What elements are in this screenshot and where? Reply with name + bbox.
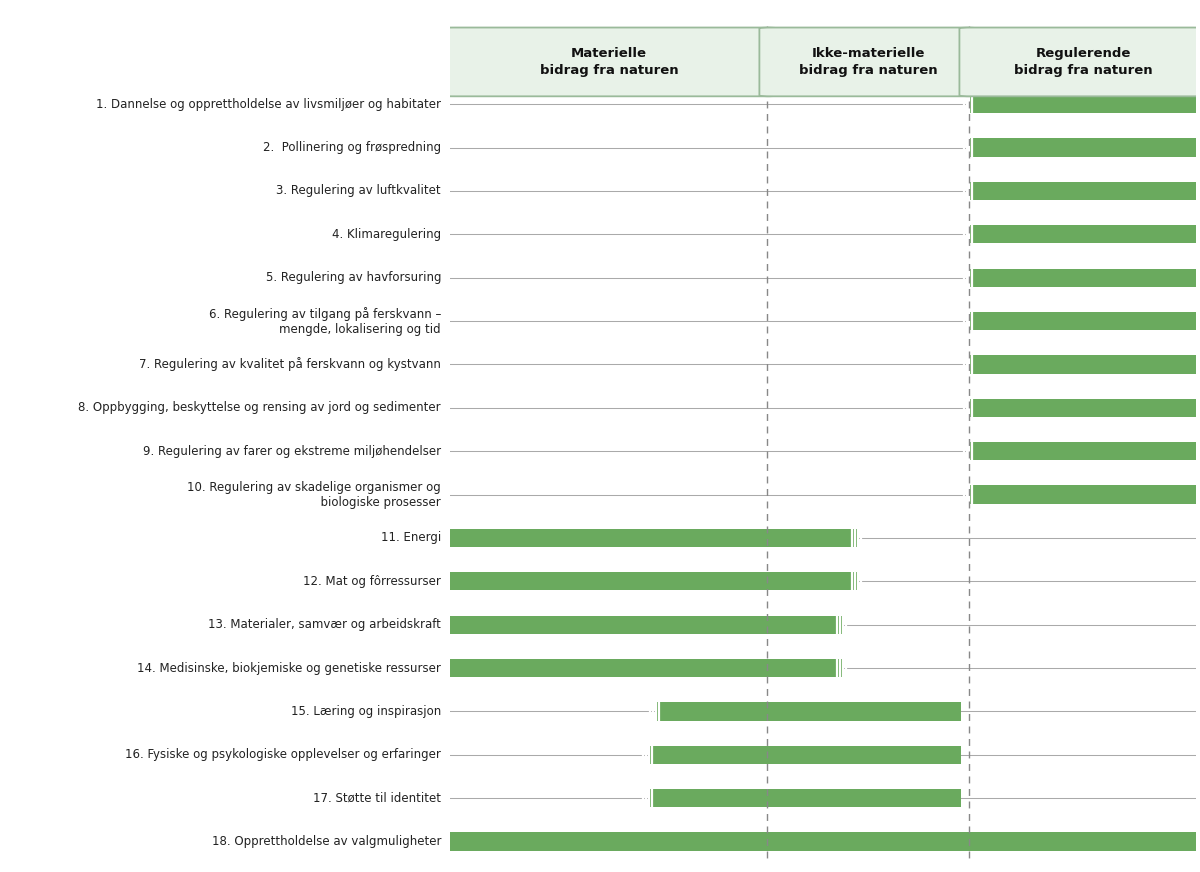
Bar — [648, 789, 961, 807]
Bar — [968, 312, 1196, 330]
Text: 4. Klimaregulering: 4. Klimaregulering — [332, 228, 442, 241]
Text: 13. Materialer, samvær og arbeidskraft: 13. Materialer, samvær og arbeidskraft — [208, 618, 442, 631]
Text: 15. Læring og inspirasjon: 15. Læring og inspirasjon — [290, 705, 442, 718]
Text: 2.  Pollinering og frøspredning: 2. Pollinering og frøspredning — [263, 141, 442, 154]
Bar — [968, 399, 1196, 417]
Text: 10. Regulering av skadelige organismer og
      biologiske prosesser: 10. Regulering av skadelige organismer o… — [187, 480, 442, 508]
Text: 9. Regulering av farer og ekstreme miljøhendelser: 9. Regulering av farer og ekstreme miljø… — [143, 445, 442, 458]
Bar — [450, 659, 842, 678]
Text: 1. Dannelse og opprettholdelse av livsmiljøer og habitater: 1. Dannelse og opprettholdelse av livsmi… — [96, 98, 442, 111]
Bar — [968, 225, 1196, 243]
Text: 7. Regulering av kvalitet på ferskvann og kystvann: 7. Regulering av kvalitet på ferskvann o… — [139, 358, 442, 371]
Text: Regulerende
bidrag fra naturen: Regulerende bidrag fra naturen — [1014, 47, 1152, 77]
Bar — [968, 269, 1196, 287]
Text: Materielle
bidrag fra naturen: Materielle bidrag fra naturen — [540, 47, 678, 77]
Bar — [968, 139, 1196, 157]
Bar — [968, 486, 1196, 504]
Text: 14. Medisinske, biokjemiske og genetiske ressurser: 14. Medisinske, biokjemiske og genetiske… — [137, 662, 442, 675]
Text: 18. Opprettholdelse av valgmuligheter: 18. Opprettholdelse av valgmuligheter — [211, 835, 442, 848]
Text: Ikke-materielle
bidrag fra naturen: Ikke-materielle bidrag fra naturen — [799, 47, 937, 77]
Bar — [655, 702, 961, 720]
Text: 8. Oppbygging, beskyttelse og rensing av jord og sedimenter: 8. Oppbygging, beskyttelse og rensing av… — [78, 401, 442, 414]
Text: 6. Regulering av tilgang på ferskvann –
    mengde, lokalisering og tid: 6. Regulering av tilgang på ferskvann – … — [209, 307, 442, 336]
FancyBboxPatch shape — [960, 28, 1200, 96]
Bar — [968, 95, 1196, 113]
Bar — [450, 616, 842, 634]
Text: 12. Mat og fôrressurser: 12. Mat og fôrressurser — [304, 575, 442, 588]
Text: 3. Regulering av luftkvalitet: 3. Regulering av luftkvalitet — [276, 185, 442, 197]
Bar — [450, 833, 1196, 851]
Bar — [968, 442, 1196, 460]
Text: 5. Regulering av havforsuring: 5. Regulering av havforsuring — [265, 271, 442, 284]
Text: 17. Støtte til identitet: 17. Støtte til identitet — [313, 792, 442, 805]
Bar — [968, 182, 1196, 200]
FancyBboxPatch shape — [440, 28, 778, 96]
Bar — [648, 746, 961, 764]
Bar — [450, 572, 857, 590]
Bar — [450, 528, 857, 547]
Text: 16. Fysiske og psykologiske opplevelser og erfaringer: 16. Fysiske og psykologiske opplevelser … — [125, 748, 442, 761]
Bar — [968, 356, 1196, 373]
Text: 11. Energi: 11. Energi — [380, 531, 442, 544]
FancyBboxPatch shape — [760, 28, 977, 96]
